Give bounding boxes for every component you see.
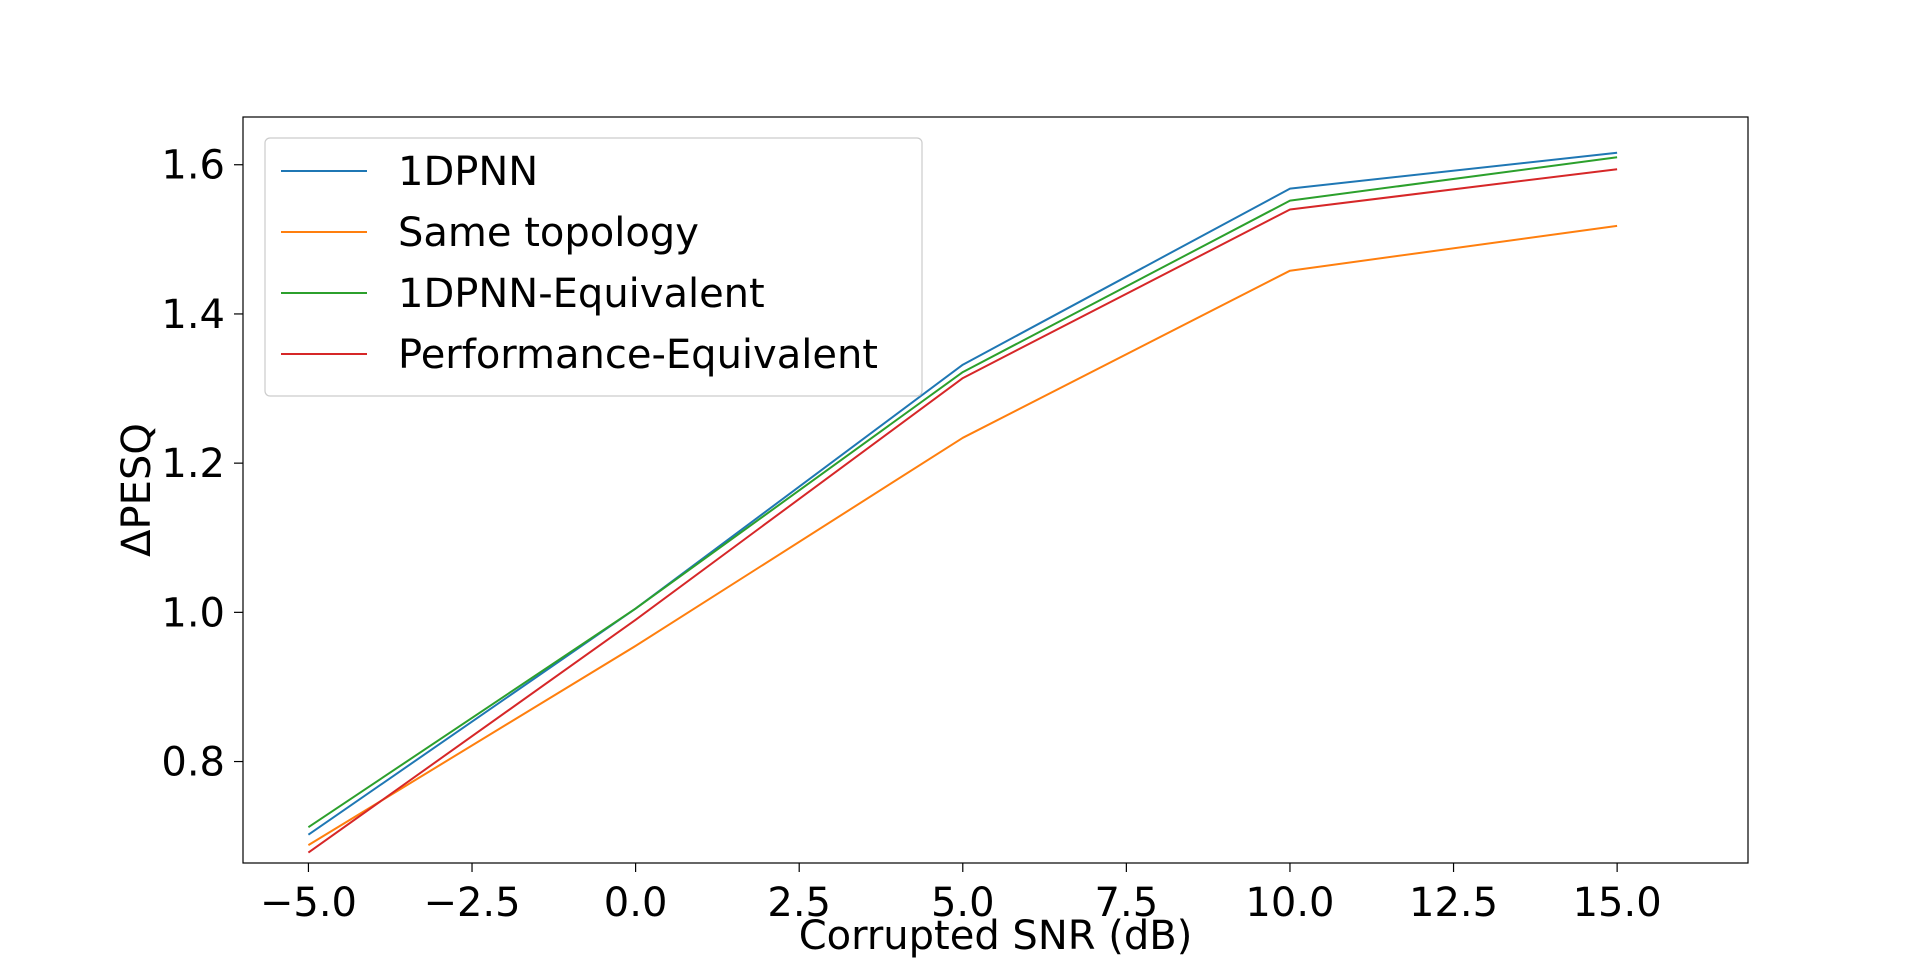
legend-label: Performance-Equivalent [398, 332, 878, 378]
legend-label: 1DPNN [398, 149, 538, 195]
x-tick-label: 2.5 [767, 880, 831, 926]
legend-box [264, 137, 923, 397]
x-axis-title: Corrupted SNR (dB) [799, 913, 1193, 959]
legend-label: 1DPNN-Equivalent [398, 271, 765, 317]
series-line-1 [307, 224, 1618, 846]
y-axis: 0.8 1.0 1.2 1.4 1.6 [161, 143, 243, 786]
x-tick-label: −2.5 [423, 880, 520, 926]
plot-frame [242, 116, 1749, 864]
series-line-2 [307, 156, 1618, 829]
x-tick-label: 5.0 [931, 880, 995, 926]
legend-label: Same topology [398, 210, 699, 256]
series-line-0 [307, 151, 1618, 836]
y-axis-title: ΔPESQ [114, 423, 160, 557]
x-tick-label: 7.5 [1095, 880, 1159, 926]
x-axis: −5.0 −2.5 0.0 2.5 5.0 7.5 10.0 12.5 15.0 [260, 863, 1662, 926]
x-tick-label: 15.0 [1573, 880, 1662, 926]
y-tick-label: 1.0 [161, 590, 225, 636]
x-tick-label: 10.0 [1245, 880, 1334, 926]
series-line-3 [307, 168, 1618, 854]
y-tick-label: 1.6 [161, 143, 225, 189]
x-tick-label: 12.5 [1409, 880, 1498, 926]
x-tick-label: 0.0 [604, 880, 668, 926]
series-layer [307, 151, 1618, 854]
y-tick-label: 1.2 [161, 441, 225, 487]
y-tick-label: 0.8 [161, 740, 225, 786]
x-tick-label: −5.0 [260, 880, 357, 926]
y-tick-label: 1.4 [161, 292, 225, 338]
legend: 1DPNN Same topology 1DPNN-Equivalent Perfor… [264, 137, 923, 397]
